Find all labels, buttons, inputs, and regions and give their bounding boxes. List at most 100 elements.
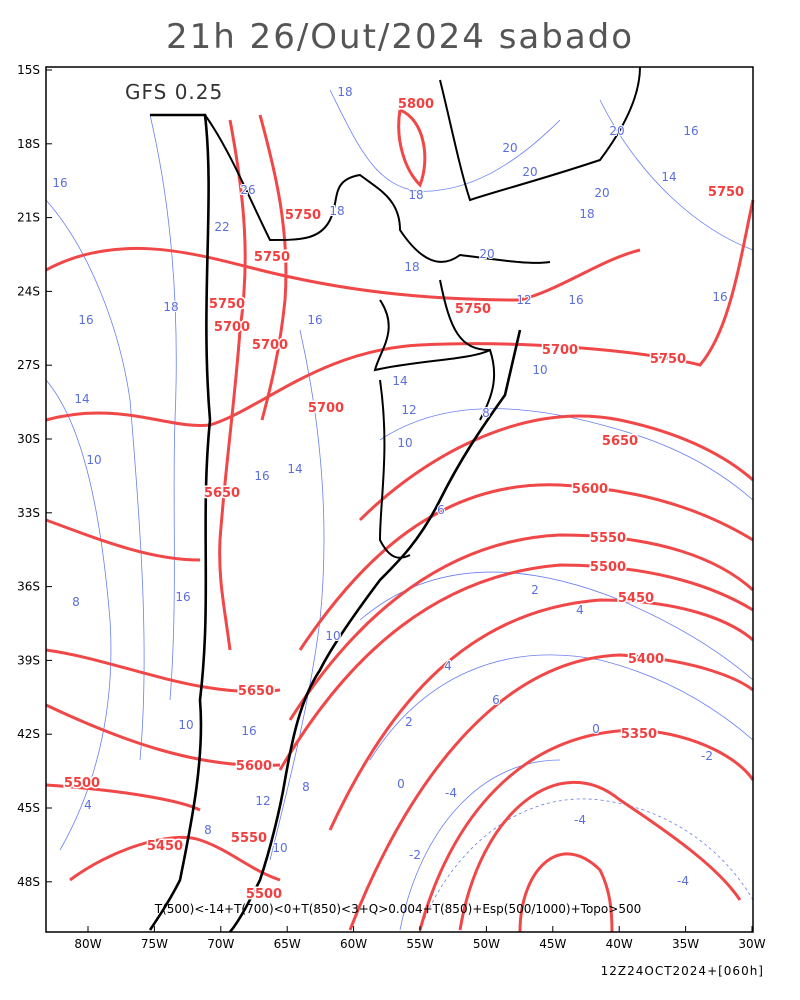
temperature-label: -4 (574, 813, 586, 827)
temperature-label: 16 (568, 293, 583, 307)
lat-label: 18S (17, 137, 40, 151)
temperature-label: 10 (86, 453, 101, 467)
thickness-label: 5450 (618, 591, 654, 606)
temperature-label: -4 (677, 874, 689, 888)
temperature-label: 8 (204, 823, 212, 837)
lon-label: 60W (340, 937, 367, 951)
thickness-contour (348, 653, 754, 931)
temperature-label: 16 (78, 313, 93, 327)
temperature-label: 16 (241, 724, 256, 738)
temperature-contour (45, 199, 145, 761)
temperature-label: 18 (163, 300, 178, 314)
map-title: 21h 26/Out/2024 sabado (166, 17, 634, 57)
temperature-label: 16 (254, 469, 269, 483)
temperature-label: 0 (592, 722, 600, 736)
temperature-label: 20 (594, 186, 609, 200)
thickness-contour (45, 199, 755, 428)
border (373, 299, 496, 421)
temperature-label: 20 (522, 165, 537, 179)
thickness-label: 5450 (147, 839, 183, 854)
thickness-contour (45, 783, 201, 812)
thickness-label: 5700 (214, 320, 250, 335)
lat-label: 21S (17, 211, 40, 225)
lat-label: 36S (17, 580, 40, 594)
temperature-contour (379, 408, 754, 501)
lon-label: 75W (141, 937, 168, 951)
thickness-contour (45, 703, 281, 768)
lat-label: 48S (17, 875, 40, 889)
temperature-label: 16 (175, 590, 190, 604)
temperature-label: 10 (532, 363, 547, 377)
map-area (45, 66, 755, 933)
thickness-contour (518, 852, 614, 933)
temperature-label: 26 (240, 183, 255, 197)
temperature-label: -2 (701, 749, 713, 763)
temperature-label: 20 (502, 141, 517, 155)
thickness-label: 5750 (254, 250, 290, 265)
thickness-label: 5700 (308, 401, 344, 416)
thickness-label: 5800 (398, 97, 434, 112)
temperature-label: 14 (392, 374, 407, 388)
temperature-label: 10 (272, 841, 287, 855)
thickness-label: 5500 (590, 560, 626, 575)
temperature-label: -4 (445, 786, 457, 800)
temperature-label: 8 (482, 406, 490, 420)
thickness-label: 5700 (542, 343, 578, 358)
thickness-contour (45, 518, 201, 562)
thickness-contour (258, 114, 288, 421)
temperature-label: 16 (683, 124, 698, 138)
lat-label: 45S (17, 801, 40, 815)
temperature-label: 4 (444, 659, 452, 673)
temperature-contour (45, 379, 112, 851)
lon-label: 40W (606, 937, 633, 951)
thickness-label: 5600 (236, 759, 272, 774)
temperature-label: 2 (405, 715, 413, 729)
thickness-label: 5600 (572, 482, 608, 497)
temperature-label: 14 (287, 462, 302, 476)
temperature-label: 18 (408, 188, 423, 202)
thickness-label: 5400 (628, 652, 664, 667)
temperature-label: 16 (52, 176, 67, 190)
temperature-label: 20 (609, 124, 624, 138)
temperature-label: 20 (479, 247, 494, 261)
temperature-label: 4 (576, 603, 584, 617)
temperature-label: 14 (74, 392, 89, 406)
thickness-label: 5350 (621, 727, 657, 742)
model-box (110, 72, 270, 112)
temperature-contour (419, 798, 754, 931)
temperature-label: 18 (579, 207, 594, 221)
temperature-contour (149, 114, 177, 701)
temperature-label: 12 (255, 794, 270, 808)
thickness-contour (278, 563, 754, 771)
coastline (148, 113, 212, 931)
temperature-label: 8 (302, 780, 310, 794)
temperature-label: 6 (437, 503, 445, 517)
temperature-label: 4 (84, 798, 92, 812)
legend-text: T(500)<-14+T(700)<0+T(850)<3+Q>0.004+T(8… (154, 902, 641, 916)
thickness-label: 5750 (708, 185, 744, 200)
thickness-contour (288, 533, 755, 721)
coastline (229, 329, 522, 933)
temperature-label: 18 (404, 260, 419, 274)
thickness-contour (218, 119, 247, 651)
model-label: GFS 0.25 (125, 80, 223, 104)
temperature-label: 14 (661, 170, 676, 184)
thickness-contour (328, 598, 754, 831)
temperature-label: 22 (214, 220, 229, 234)
lon-label: 35W (672, 937, 699, 951)
border (378, 379, 411, 559)
lat-label: 33S (17, 506, 40, 520)
thickness-label: 5550 (231, 831, 267, 846)
border (439, 66, 641, 202)
temperature-label: 12 (516, 293, 531, 307)
lon-label: 50W (473, 937, 500, 951)
temperature-contour (599, 99, 754, 251)
thickness-contour (458, 780, 742, 931)
lat-label: 30S (17, 432, 40, 446)
temperature-label: 2 (531, 583, 539, 597)
lat-label: 15S (17, 63, 40, 77)
border (439, 279, 491, 351)
lon-label: 55W (406, 937, 433, 951)
lon-label: 70W (207, 937, 234, 951)
thickness-contour (45, 246, 641, 302)
